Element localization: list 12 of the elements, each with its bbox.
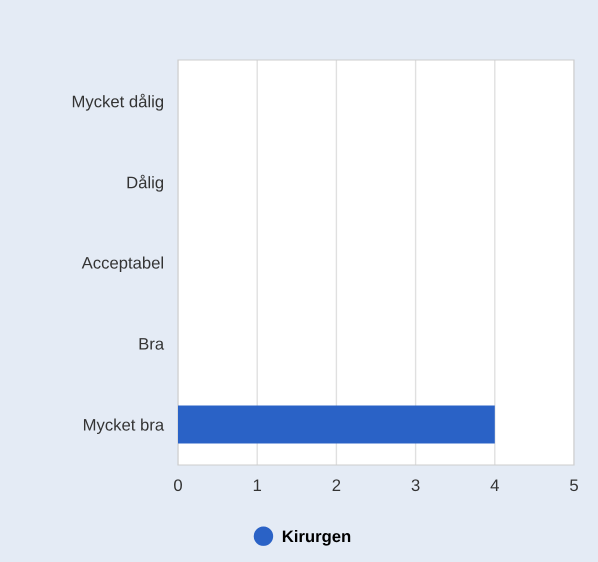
x-tick-label: 5 <box>570 480 578 492</box>
y-tick-label: Dålig <box>128 174 164 192</box>
y-tick-label: Mycket dålig <box>72 94 164 111</box>
y-tick-label: Acceptabel <box>82 256 163 272</box>
y-tick-label: Bra <box>140 338 164 350</box>
x-tick-label: 0 <box>174 479 182 492</box>
legend-label: Kirurgen <box>282 530 350 546</box>
x-tick-label: 3 <box>412 479 420 492</box>
y-tick-label: Mycket bra <box>84 418 164 434</box>
x-tick-label: 1 <box>254 480 262 491</box>
x-tick-label: 4 <box>490 480 499 491</box>
x-tick-label: 2 <box>332 479 340 491</box>
